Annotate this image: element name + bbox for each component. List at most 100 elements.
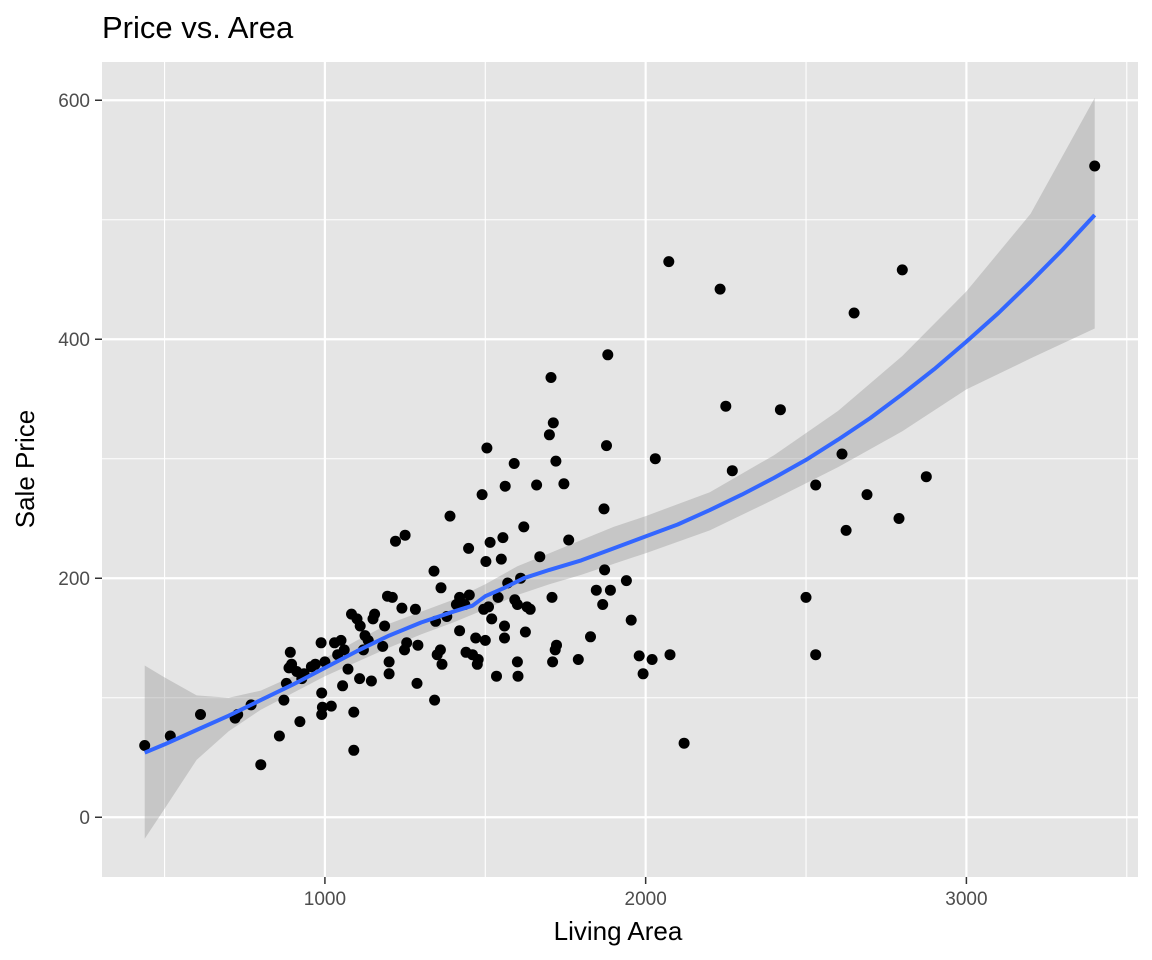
data-point — [429, 694, 441, 706]
data-point — [590, 584, 602, 596]
data-point — [484, 536, 496, 548]
data-point — [316, 687, 328, 699]
x-axis-title: Living Area — [554, 916, 683, 946]
data-point — [547, 656, 559, 668]
data-point — [625, 614, 637, 626]
data-point — [511, 599, 523, 610]
data-point — [278, 694, 290, 706]
data-point — [572, 654, 584, 665]
data-point — [519, 626, 531, 638]
data-point — [463, 589, 475, 601]
data-point — [524, 603, 536, 615]
data-point — [377, 640, 389, 652]
data-point — [649, 453, 661, 465]
data-point — [512, 670, 524, 682]
data-point — [620, 575, 632, 587]
data-point — [840, 524, 852, 536]
y-axis-title: Sale Price — [10, 410, 40, 529]
data-point — [472, 654, 484, 665]
data-point — [396, 602, 408, 614]
data-point — [508, 458, 520, 469]
data-point — [436, 658, 448, 670]
y-tick-label: 0 — [79, 808, 90, 829]
data-point — [604, 584, 616, 596]
data-point — [428, 565, 440, 577]
data-point — [309, 658, 321, 670]
data-point — [836, 448, 848, 460]
data-point — [412, 639, 424, 651]
data-point — [386, 591, 398, 603]
data-point — [284, 646, 296, 658]
data-point — [547, 417, 559, 429]
data-point — [497, 532, 509, 544]
data-point — [563, 534, 575, 546]
data-point — [139, 740, 151, 751]
data-point — [714, 283, 726, 295]
major-gridlines — [102, 62, 1138, 877]
data-point — [810, 479, 822, 491]
data-point — [601, 440, 612, 452]
data-point — [511, 656, 523, 668]
data-point — [383, 656, 395, 668]
data-point — [401, 637, 413, 649]
x-axis-ticks: 1000 2000 3000 — [304, 877, 988, 910]
plot-panel — [102, 62, 1138, 877]
data-point — [492, 591, 504, 603]
data-point — [800, 591, 812, 603]
data-point — [663, 256, 675, 268]
data-point — [531, 479, 543, 491]
data-point — [255, 759, 267, 771]
data-point — [369, 608, 381, 620]
data-point — [315, 637, 327, 649]
data-point — [399, 529, 411, 541]
data-point — [499, 480, 511, 492]
data-point — [551, 639, 562, 651]
data-point — [499, 632, 510, 644]
data-point — [664, 649, 676, 661]
data-point — [848, 307, 860, 319]
data-point — [598, 503, 610, 515]
data-point — [411, 677, 423, 689]
y-axis-ticks: 0 200 400 600 — [58, 91, 102, 829]
data-point — [486, 613, 498, 625]
data-point — [409, 603, 421, 615]
data-point — [273, 730, 285, 742]
data-point — [633, 650, 645, 662]
data-point — [335, 634, 347, 646]
data-point — [463, 542, 475, 554]
y-tick-label: 200 — [58, 569, 90, 590]
y-tick-label: 600 — [58, 91, 90, 112]
data-point — [896, 264, 908, 276]
data-point — [1089, 160, 1101, 172]
chart-title: Price vs. Area — [102, 10, 294, 45]
data-point — [294, 716, 306, 728]
data-point — [348, 706, 360, 718]
data-point — [546, 591, 558, 603]
data-point — [545, 372, 557, 383]
data-point — [720, 400, 732, 412]
data-point — [454, 625, 466, 637]
data-point — [646, 654, 658, 665]
data-point — [602, 349, 614, 361]
data-point — [774, 404, 786, 416]
data-point — [810, 649, 822, 661]
data-point — [342, 663, 354, 675]
smooth-line — [143, 213, 1097, 755]
data-point — [893, 513, 905, 524]
data-point — [597, 599, 609, 610]
data-point — [495, 553, 507, 565]
data-point — [365, 675, 377, 687]
data-point — [316, 701, 328, 713]
data-point — [390, 535, 401, 547]
data-point — [483, 601, 494, 613]
x-tick-label: 3000 — [945, 889, 987, 910]
data-point — [354, 620, 366, 632]
data-point — [518, 521, 530, 533]
data-point — [491, 670, 502, 682]
data-point — [337, 680, 349, 692]
data-point — [678, 737, 690, 749]
data-point — [480, 556, 492, 567]
data-point — [599, 564, 611, 576]
data-point — [543, 429, 555, 441]
